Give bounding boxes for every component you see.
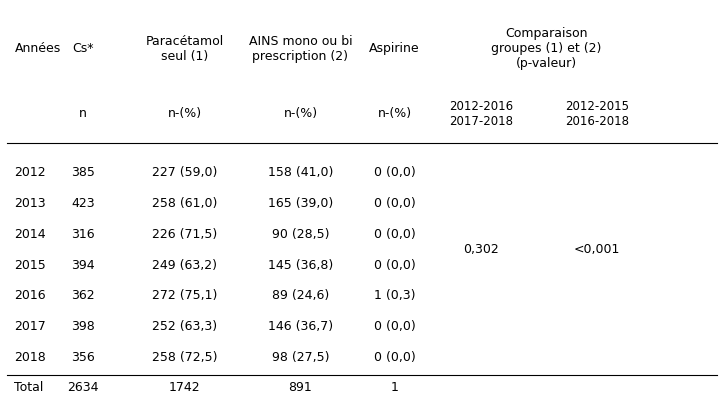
Text: 2013: 2013 (14, 196, 46, 209)
Text: n-(%): n-(%) (377, 107, 412, 120)
Text: 356: 356 (72, 350, 95, 363)
Text: 158 (41,0): 158 (41,0) (268, 166, 333, 179)
Text: 146 (36,7): 146 (36,7) (268, 320, 333, 333)
Text: 2634: 2634 (67, 380, 99, 393)
Text: 227 (59,0): 227 (59,0) (152, 166, 217, 179)
Text: 362: 362 (72, 289, 95, 302)
Text: 90 (28,5): 90 (28,5) (272, 227, 329, 240)
Text: 249 (63,2): 249 (63,2) (152, 258, 217, 271)
Text: 2012-2015
2016-2018: 2012-2015 2016-2018 (565, 100, 629, 127)
Text: 316: 316 (72, 227, 95, 240)
Text: 2018: 2018 (14, 350, 46, 363)
Text: 0 (0,0): 0 (0,0) (374, 196, 416, 209)
Text: 1: 1 (391, 380, 398, 393)
Text: 891: 891 (289, 380, 312, 393)
Text: 252 (63,3): 252 (63,3) (152, 320, 217, 333)
Text: 2014: 2014 (14, 227, 46, 240)
Text: Aspirine: Aspirine (369, 42, 420, 55)
Text: 0 (0,0): 0 (0,0) (374, 227, 416, 240)
Text: 2012-2016
2017-2018: 2012-2016 2017-2018 (450, 100, 513, 127)
Text: 165 (39,0): 165 (39,0) (268, 196, 333, 209)
Text: 272 (75,1): 272 (75,1) (152, 289, 217, 302)
Text: 258 (72,5): 258 (72,5) (152, 350, 217, 363)
Text: Années: Années (14, 42, 61, 55)
Text: Comparaison
groupes (1) et (2)
(p-valeur): Comparaison groupes (1) et (2) (p-valeur… (492, 27, 602, 70)
Text: n-(%): n-(%) (167, 107, 202, 120)
Text: 2012: 2012 (14, 166, 46, 179)
Text: Total: Total (14, 380, 44, 393)
Text: 145 (36,8): 145 (36,8) (268, 258, 333, 271)
Text: 0 (0,0): 0 (0,0) (374, 258, 416, 271)
Text: AINS mono ou bi
prescription (2): AINS mono ou bi prescription (2) (248, 35, 353, 62)
Text: 98 (27,5): 98 (27,5) (272, 350, 329, 363)
Text: Paracétamol
seul (1): Paracétamol seul (1) (146, 35, 224, 62)
Text: 258 (61,0): 258 (61,0) (152, 196, 217, 209)
Text: 0 (0,0): 0 (0,0) (374, 320, 416, 333)
Text: 2015: 2015 (14, 258, 46, 271)
Text: 2017: 2017 (14, 320, 46, 333)
Text: 0 (0,0): 0 (0,0) (374, 166, 416, 179)
Text: 89 (24,6): 89 (24,6) (272, 289, 329, 302)
Text: 423: 423 (72, 196, 95, 209)
Text: Cs*: Cs* (72, 42, 94, 55)
Text: 1742: 1742 (169, 380, 201, 393)
Text: n-(%): n-(%) (283, 107, 318, 120)
Text: 226 (71,5): 226 (71,5) (152, 227, 217, 240)
Text: 398: 398 (72, 320, 95, 333)
Text: n: n (80, 107, 87, 120)
Text: 394: 394 (72, 258, 95, 271)
Text: 0,302: 0,302 (463, 243, 500, 256)
Text: 1 (0,3): 1 (0,3) (374, 289, 416, 302)
Text: 0 (0,0): 0 (0,0) (374, 350, 416, 363)
Text: 385: 385 (72, 166, 95, 179)
Text: <0,001: <0,001 (574, 243, 620, 256)
Text: 2016: 2016 (14, 289, 46, 302)
